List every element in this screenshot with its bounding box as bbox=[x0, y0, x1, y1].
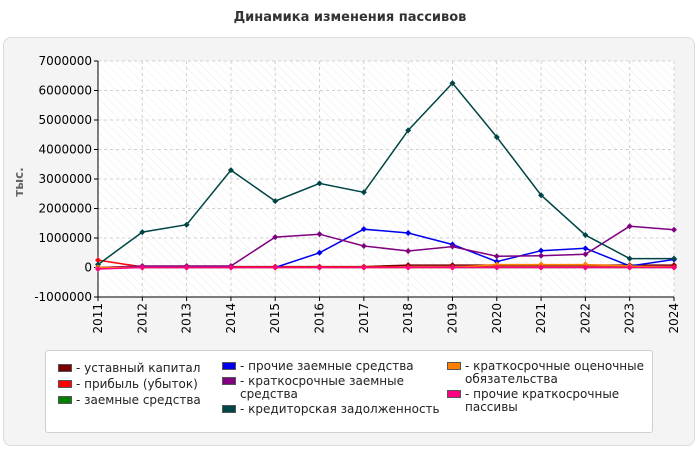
data-point bbox=[538, 192, 545, 199]
data-point bbox=[272, 264, 279, 271]
x-tick-label: 2020 bbox=[490, 303, 504, 334]
data-point bbox=[139, 229, 146, 236]
x-tick-label: 2017 bbox=[357, 303, 371, 334]
x-tick-label: 2015 bbox=[268, 303, 282, 334]
x-tick-label: 2012 bbox=[135, 303, 149, 334]
y-tick-label: 7000000 bbox=[39, 54, 92, 68]
legend-swatch bbox=[58, 364, 72, 372]
data-point bbox=[493, 264, 500, 271]
data-point bbox=[449, 264, 456, 271]
data-point bbox=[405, 127, 412, 134]
y-tick-label: 3000000 bbox=[39, 172, 92, 186]
data-point bbox=[316, 264, 323, 271]
data-point bbox=[582, 264, 589, 271]
legend-label: - прибыль (убыток) bbox=[76, 377, 198, 391]
legend-swatch bbox=[447, 362, 461, 370]
data-point bbox=[493, 253, 500, 260]
data-point bbox=[183, 221, 190, 228]
series-layer bbox=[95, 80, 677, 272]
data-point bbox=[493, 134, 500, 141]
x-tick-label: 2022 bbox=[578, 303, 592, 334]
y-tick-label: 1000000 bbox=[39, 231, 92, 245]
y-tick-label: 0 bbox=[84, 261, 92, 275]
legend-label: - заемные средства bbox=[76, 393, 201, 407]
legend-label: - уставный капитал bbox=[76, 361, 201, 375]
data-point bbox=[671, 255, 677, 262]
series-line bbox=[97, 81, 674, 266]
legend-swatch bbox=[222, 377, 236, 385]
chart-title: Динамика изменения пассивов bbox=[233, 10, 467, 25]
data-point bbox=[538, 264, 545, 271]
data-point bbox=[626, 223, 633, 230]
data-point bbox=[272, 234, 279, 241]
data-point bbox=[449, 80, 456, 87]
data-point bbox=[405, 264, 412, 271]
data-point bbox=[316, 180, 323, 187]
data-point bbox=[360, 242, 367, 249]
data-point bbox=[626, 264, 633, 271]
legend-label: - прочие заемные средства bbox=[240, 359, 414, 373]
x-tick-label: 2013 bbox=[180, 303, 194, 334]
data-point bbox=[582, 232, 589, 239]
data-point bbox=[272, 198, 279, 205]
x-tick-label: 2016 bbox=[313, 303, 327, 334]
data-point bbox=[316, 249, 323, 256]
legend-swatch bbox=[222, 405, 236, 413]
series-line bbox=[97, 225, 675, 269]
data-point bbox=[405, 247, 412, 254]
data-point bbox=[449, 243, 456, 250]
data-point bbox=[227, 264, 234, 271]
legend-label: обязательства bbox=[465, 372, 558, 386]
x-tick-label: 2019 bbox=[445, 303, 459, 334]
legend-label: - краткосрочные оценочные bbox=[465, 359, 644, 373]
data-point bbox=[183, 264, 190, 271]
data-point bbox=[405, 229, 412, 236]
y-tick-label: 6000000 bbox=[39, 84, 92, 98]
data-point bbox=[538, 252, 545, 259]
legend-label: - краткосрочные заемные bbox=[240, 374, 404, 388]
axes: -1000000 0 1000000 2000000 3000000 4000000 500… bbox=[34, 54, 681, 334]
x-tick-label: 2018 bbox=[401, 303, 415, 334]
legend-swatch bbox=[58, 396, 72, 404]
data-point bbox=[139, 264, 146, 271]
data-point bbox=[95, 257, 101, 264]
legend-swatch bbox=[222, 362, 236, 370]
series-7 bbox=[95, 264, 677, 272]
data-point bbox=[316, 231, 323, 238]
data-point bbox=[582, 245, 589, 252]
y-tick-label: -1000000 bbox=[34, 290, 92, 304]
legend-label: - прочие краткосрочные bbox=[465, 387, 620, 401]
x-tick-label: 2011 bbox=[91, 303, 105, 334]
x-tick-label: 2014 bbox=[224, 303, 238, 334]
series-line bbox=[97, 266, 674, 270]
data-point bbox=[671, 264, 677, 271]
legend: - уставный капитал - прибыль (убыток) - за… bbox=[45, 350, 653, 433]
y-tick-label: 4000000 bbox=[39, 143, 92, 157]
series-5 bbox=[95, 80, 677, 268]
data-point bbox=[626, 255, 633, 262]
y-tick-label: 2000000 bbox=[39, 202, 92, 216]
x-tick-label: 2024 bbox=[667, 303, 681, 334]
series-4 bbox=[95, 223, 677, 271]
data-point bbox=[360, 226, 367, 233]
data-point bbox=[582, 251, 589, 258]
x-tick-label: 2023 bbox=[623, 303, 637, 334]
data-point bbox=[227, 167, 234, 174]
y-axis-label: тыс. bbox=[12, 167, 26, 196]
data-point bbox=[360, 264, 367, 271]
legend-swatch bbox=[447, 390, 461, 398]
data-point bbox=[360, 189, 367, 196]
data-point bbox=[671, 226, 677, 233]
legend-label: пассивы bbox=[465, 400, 518, 414]
data-point bbox=[538, 247, 545, 254]
y-tick-label: 5000000 bbox=[39, 113, 92, 127]
x-tick-label: 2021 bbox=[534, 303, 548, 334]
legend-label: - кредиторская задолженность bbox=[240, 402, 440, 416]
data-point bbox=[95, 265, 101, 272]
legend-label: средства bbox=[240, 387, 298, 401]
legend-swatch bbox=[58, 380, 72, 388]
